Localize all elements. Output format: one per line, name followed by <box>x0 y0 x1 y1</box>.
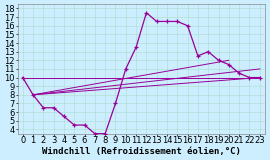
X-axis label: Windchill (Refroidissement éolien,°C): Windchill (Refroidissement éolien,°C) <box>42 147 241 156</box>
